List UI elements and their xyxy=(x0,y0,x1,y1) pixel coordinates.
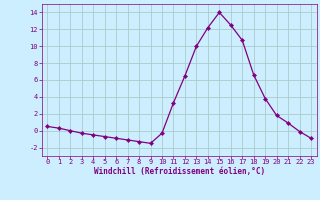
X-axis label: Windchill (Refroidissement éolien,°C): Windchill (Refroidissement éolien,°C) xyxy=(94,167,265,176)
